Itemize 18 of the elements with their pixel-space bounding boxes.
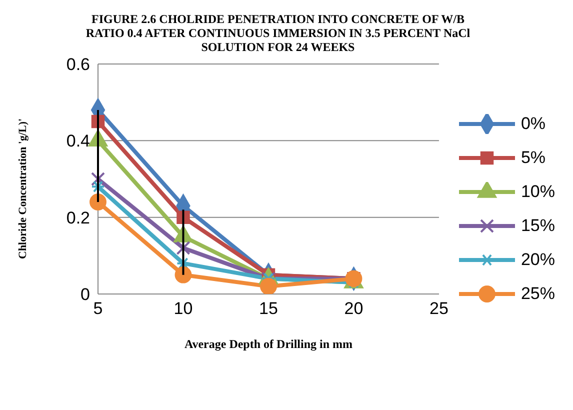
legend-label: 15% (520, 216, 555, 236)
x-tick-label: 25 (430, 299, 448, 318)
legend-label: 10% (520, 182, 555, 202)
legend-label: 20% (520, 250, 555, 270)
y-tick-label: 0.6 (66, 55, 90, 74)
legend-label: 5% (520, 148, 546, 168)
y-axis-title: Chloride Concentration 'g/L)' (16, 118, 29, 259)
x-tick-label: 20 (344, 299, 364, 318)
x-tick-label: 15 (259, 299, 278, 318)
legend-label: 25% (520, 284, 555, 304)
legend-label: 0% (520, 114, 546, 134)
x-tick-label: 10 (174, 299, 193, 318)
x-axis-title: Average Depth of Drilling in mm (184, 337, 353, 351)
x-tick-label: 5 (93, 299, 103, 318)
y-tick-label: 0 (80, 285, 90, 304)
y-tick-label: 0.4 (66, 132, 90, 151)
chart-title: FIGURE 2.6 CHOLRIDE PENETRATION INTO CONCRETE OF W/B RATIO 0.4 AFTER CONTINUOUS IMMERSION IN 3.5 PERCENT NaCl SOLUTION FOR 24 WEEKS (84, 12, 472, 54)
y-tick-label: 0.2 (66, 208, 90, 228)
